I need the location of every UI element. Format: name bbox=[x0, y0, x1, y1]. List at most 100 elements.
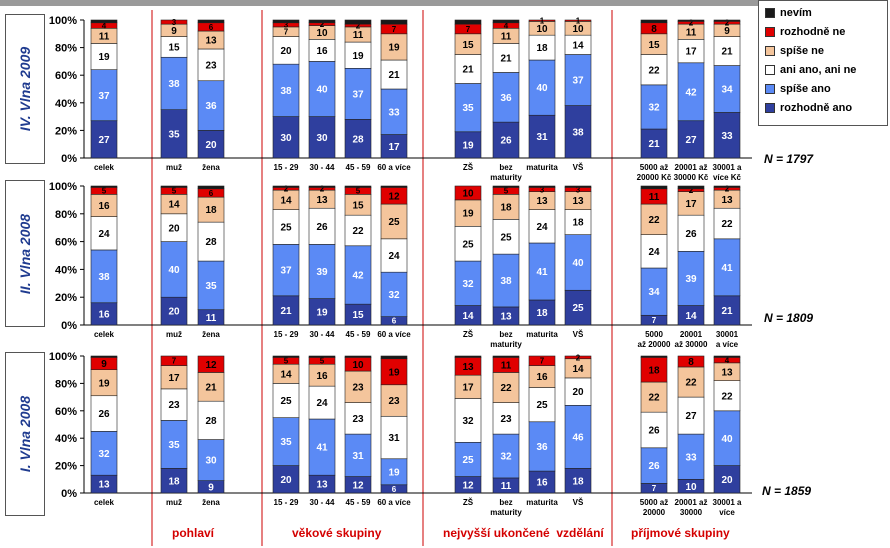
data-label: 7 bbox=[652, 484, 657, 493]
data-label: 15 bbox=[648, 40, 660, 51]
bar-segment bbox=[380, 415, 408, 460]
data-label: 42 bbox=[352, 271, 364, 282]
data-label: 12 bbox=[352, 480, 364, 491]
data-label: 36 bbox=[536, 442, 548, 453]
y-tick-label: 20% bbox=[55, 125, 77, 137]
category-label: 30 - 44 bbox=[310, 498, 335, 507]
data-label: 4 bbox=[504, 21, 509, 30]
data-label: 22 bbox=[500, 383, 512, 394]
data-label: 27 bbox=[685, 135, 697, 146]
data-label: 40 bbox=[316, 85, 328, 96]
data-label: 11 bbox=[501, 361, 512, 372]
bar-segment bbox=[197, 439, 225, 481]
data-label: 6 bbox=[209, 189, 214, 198]
data-label: 17 bbox=[462, 382, 474, 393]
category-label: a více bbox=[716, 340, 739, 349]
data-label: 7 bbox=[466, 25, 471, 34]
data-label: 19 bbox=[388, 43, 400, 54]
data-label: 7 bbox=[172, 357, 177, 366]
category-label: 20001 až bbox=[675, 498, 708, 507]
data-label: 3 bbox=[576, 185, 581, 194]
bar-segment bbox=[492, 372, 520, 403]
data-label: 11 bbox=[206, 313, 217, 324]
category-label: 30000 bbox=[680, 508, 703, 517]
data-label: 13 bbox=[572, 196, 584, 207]
data-label: 40 bbox=[168, 265, 180, 276]
data-label: 10 bbox=[536, 24, 548, 35]
data-label: 5 bbox=[284, 357, 289, 366]
bar-segment bbox=[197, 355, 225, 373]
bar-segment bbox=[160, 355, 188, 366]
data-label: 2 bbox=[725, 19, 730, 28]
data-label: 2 bbox=[689, 19, 694, 28]
legend-swatch bbox=[765, 27, 775, 38]
data-label: 21 bbox=[648, 139, 660, 150]
data-label: 25 bbox=[500, 232, 512, 243]
bar-segment bbox=[344, 402, 372, 435]
bar-segment bbox=[677, 62, 705, 122]
data-label: 20 bbox=[205, 140, 217, 151]
bar-segment bbox=[492, 72, 520, 123]
category-label: maturity bbox=[490, 173, 522, 182]
sample-size-3: N = 1859 bbox=[762, 484, 812, 498]
data-label: 16 bbox=[98, 309, 110, 320]
data-label: 22 bbox=[648, 393, 660, 404]
data-label: 15 bbox=[352, 200, 364, 211]
data-label: 26 bbox=[648, 461, 660, 472]
data-label: 22 bbox=[721, 219, 733, 230]
data-label: 24 bbox=[648, 247, 660, 258]
legend-swatch bbox=[765, 65, 775, 76]
bar-segment bbox=[160, 185, 188, 188]
bar-segment bbox=[344, 355, 372, 358]
category-label: 30001 bbox=[716, 330, 739, 339]
category-label: celek bbox=[94, 498, 115, 507]
bar-segment bbox=[454, 19, 482, 25]
category-label: 60 a více bbox=[377, 163, 411, 172]
data-label: 7 bbox=[392, 25, 397, 34]
bar-segment bbox=[640, 19, 668, 24]
data-label: 34 bbox=[648, 287, 660, 298]
data-label: 15 bbox=[462, 40, 474, 51]
category-label: muž bbox=[166, 498, 182, 507]
category-label: muž bbox=[166, 163, 182, 172]
data-label: 22 bbox=[352, 226, 364, 237]
bar-segment bbox=[640, 447, 668, 484]
data-label: 3 bbox=[172, 18, 177, 27]
data-label: 24 bbox=[98, 229, 110, 240]
data-label: 32 bbox=[462, 416, 474, 427]
data-label: 9 bbox=[208, 482, 214, 493]
data-label: 25 bbox=[462, 239, 474, 250]
data-label: 10 bbox=[685, 482, 697, 493]
bar-segment bbox=[160, 109, 188, 159]
wave-panel-1: IV. Vlna 2009 bbox=[5, 14, 45, 164]
data-label: 14 bbox=[168, 200, 180, 211]
bar-segment bbox=[640, 411, 668, 449]
data-label: 31 bbox=[536, 132, 548, 143]
bar-segment bbox=[454, 226, 482, 262]
data-label: 1 bbox=[540, 17, 545, 26]
data-label: 5 bbox=[102, 187, 107, 196]
bar-segment bbox=[454, 199, 482, 227]
legend: nevím rozhodně ne spíše ne ani ano, ani … bbox=[758, 0, 888, 126]
data-label: 20 bbox=[168, 307, 180, 318]
y-tick-label: 100% bbox=[49, 351, 77, 363]
data-label: 5 bbox=[320, 357, 325, 366]
bar-segment bbox=[640, 54, 668, 86]
data-label: 33 bbox=[388, 107, 400, 118]
data-label: 5 bbox=[504, 187, 509, 196]
bar-segment bbox=[564, 468, 592, 494]
bar-segment bbox=[528, 299, 556, 326]
bar-segment bbox=[713, 238, 741, 297]
bar-segment bbox=[564, 185, 592, 188]
group-label-prijmove-skupiny: příjmové skupiny bbox=[631, 526, 730, 540]
data-label: 5 bbox=[356, 187, 361, 196]
bar-segment bbox=[713, 65, 741, 113]
data-label: 21 bbox=[462, 65, 474, 76]
category-label: muž bbox=[166, 330, 182, 339]
bar-segment bbox=[713, 19, 741, 22]
data-label: 13 bbox=[205, 36, 217, 47]
data-label: 22 bbox=[648, 65, 660, 76]
category-label: maturity bbox=[490, 508, 522, 517]
data-label: 19 bbox=[462, 209, 474, 220]
